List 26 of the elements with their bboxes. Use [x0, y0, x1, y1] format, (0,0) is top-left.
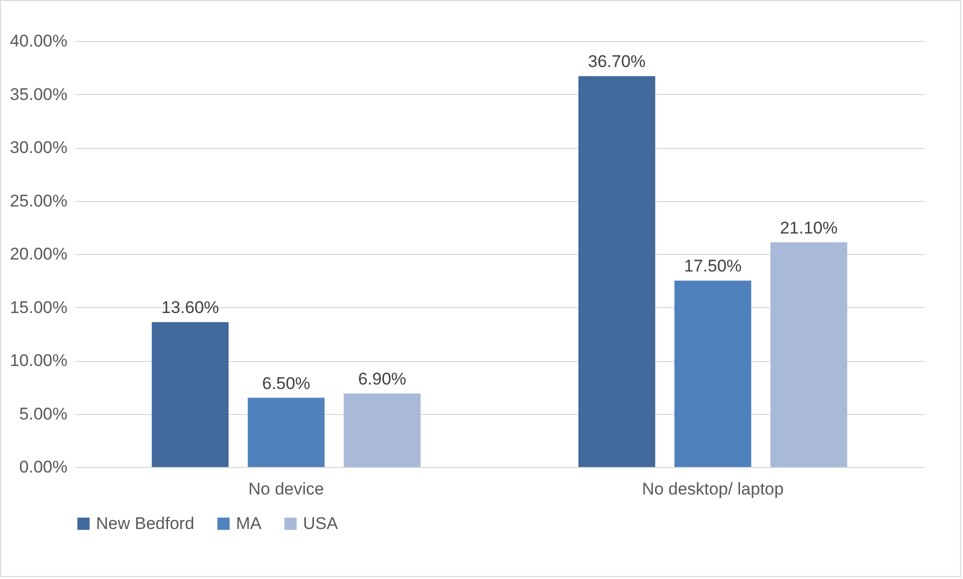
bar [152, 322, 229, 467]
data-label: 17.50% [684, 256, 742, 276]
bar [578, 76, 656, 467]
data-label: 13.60% [161, 298, 220, 318]
y-tick-label: 10.00% [10, 351, 68, 370]
y-tick-label: 5.00% [19, 404, 68, 424]
bar [770, 242, 848, 467]
data-label: 6.90% [358, 370, 406, 389]
data-label: 6.50% [262, 374, 310, 393]
x-tick-label: No device [248, 480, 324, 498]
y-tick-label: 30.00% [10, 138, 68, 157]
data-label: 21.10% [780, 218, 838, 238]
bar [674, 280, 752, 467]
y-tick-label: 40.00% [10, 32, 68, 50]
x-tick-label: No desktop/ laptop [642, 480, 784, 498]
legend-label: MA [236, 514, 262, 533]
data-label: 36.70% [588, 52, 646, 72]
y-tick-label: 25.00% [10, 191, 68, 210]
y-tick-label: 20.00% [10, 244, 68, 264]
legend-label: USA [303, 514, 339, 533]
y-tick-label: 0.00% [19, 458, 68, 476]
bar [248, 398, 325, 467]
y-tick-label: 15.00% [10, 298, 68, 317]
bar [344, 394, 421, 467]
legend-label: New Bedford [96, 514, 194, 533]
y-tick-label: 35.00% [10, 84, 68, 104]
